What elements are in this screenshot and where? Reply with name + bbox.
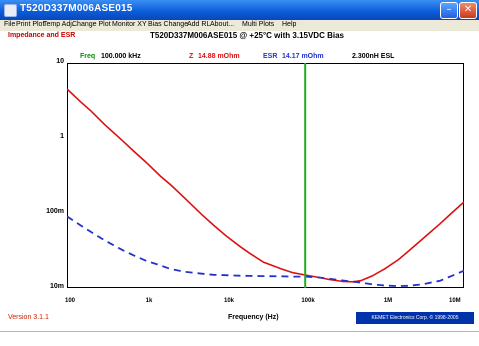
z-value: 14.88 mOhm bbox=[198, 53, 240, 60]
y-tick-label: 100m bbox=[46, 208, 64, 215]
esr-value: 14.17 mOhm bbox=[282, 53, 324, 60]
series-line-z bbox=[67, 88, 464, 283]
freq-value: 100.000 kHz bbox=[101, 53, 141, 60]
app-icon bbox=[4, 4, 17, 17]
menu-monitor-xy[interactable]: Monitor XY bbox=[112, 21, 147, 28]
plot-title: T520D337M006ASE015 @ +25°C with 3.15VDC … bbox=[150, 31, 344, 40]
series-line-esr bbox=[67, 215, 464, 288]
esl-value: 2.300nH ESL bbox=[352, 53, 395, 60]
x-axis-label: Frequency (Hz) bbox=[228, 314, 279, 321]
menu-print-plot[interactable]: Print Plot bbox=[16, 21, 45, 28]
copyright-badge: KEMET Electronics Corp. © 1998-2005 bbox=[356, 312, 474, 324]
menu-change-plot[interactable]: Change Plot bbox=[72, 21, 111, 28]
x-tick-label: 1M bbox=[383, 298, 393, 304]
x-tick-label: 100 bbox=[64, 298, 75, 304]
plot-header: Impedance and ESR T520D337M006ASE015 @ +… bbox=[0, 31, 479, 42]
menu-help[interactable]: Help bbox=[282, 21, 297, 28]
menu-temp-adj[interactable]: Temp Adj. bbox=[43, 21, 74, 28]
menu-add-rl[interactable]: Add RL bbox=[187, 21, 211, 28]
y-tick-label: 10 bbox=[56, 58, 64, 65]
x-tick-label: 10k bbox=[223, 298, 234, 304]
x-tick-label: 1k bbox=[145, 298, 153, 304]
y-tick-label: 10m bbox=[49, 283, 64, 290]
close-button[interactable]: ✕ bbox=[459, 2, 477, 19]
menu-bias-change[interactable]: Bias Change bbox=[148, 21, 189, 28]
impedance-chart bbox=[67, 63, 464, 288]
menu-file[interactable]: File bbox=[4, 21, 16, 28]
x-tick-label: 10M bbox=[449, 298, 461, 304]
minimize-button[interactable]: – bbox=[440, 2, 458, 19]
plot-frame bbox=[67, 63, 464, 288]
esr-label: ESR bbox=[263, 53, 278, 60]
freq-label: Freq bbox=[80, 53, 96, 60]
z-label: Z bbox=[189, 53, 194, 60]
menu-bar: File Print Plot Temp Adj. Change Plot Mo… bbox=[0, 20, 479, 31]
y-tick-label: 1 bbox=[60, 133, 64, 140]
menu-about[interactable]: About... bbox=[210, 21, 235, 28]
menu-multi-plots[interactable]: Multi Plots bbox=[242, 21, 275, 28]
footer-divider bbox=[0, 331, 479, 332]
window-title: T520D337M006ASE015 bbox=[20, 3, 133, 14]
title-bar: T520D337M006ASE015 – ✕ bbox=[0, 0, 479, 20]
version-label: Version 3.1.1 bbox=[8, 314, 49, 321]
app-label: Impedance and ESR bbox=[8, 32, 76, 39]
x-tick-label: 100k bbox=[301, 298, 315, 304]
